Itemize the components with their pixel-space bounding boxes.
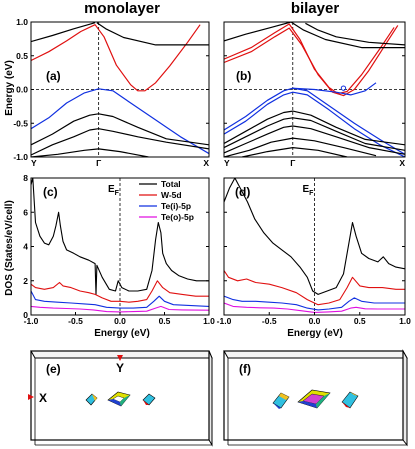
dos-line-total	[224, 178, 405, 295]
x-tick-label: 0.0	[114, 316, 126, 326]
plot-area	[224, 22, 405, 157]
band-line-10	[224, 137, 377, 157]
dos-monolayer: (c) -1.0 -0.5 0.0 0.5 1.0 0 2 4 6 8 EF TotalW-5dTe(i…	[23, 173, 215, 326]
panel-label-e: (e)	[46, 362, 61, 376]
x-tick-label: -0.5	[68, 316, 83, 326]
fermi-surface-monolayer: Y X (e)	[28, 350, 213, 447]
dos-line-te-o-5p	[31, 305, 209, 313]
band-line-8	[224, 117, 405, 151]
y-point-marker	[117, 355, 123, 361]
y-tick-label: -0.5	[13, 118, 28, 128]
band-line-6	[292, 82, 377, 96]
fermi-pocket-center	[297, 389, 331, 409]
xlabel-energy-right: Energy (eV)	[287, 328, 343, 339]
fermi-pocket-left	[272, 392, 290, 409]
band-line-1	[31, 22, 96, 43]
panel-label: (b)	[236, 69, 251, 83]
dos-line-w-5d	[224, 270, 405, 306]
y-tick-label: 1.0	[16, 17, 28, 27]
x-tick-label: 0.5	[354, 316, 366, 326]
band-line-6	[31, 148, 149, 157]
band-line-7	[224, 110, 405, 146]
band-line-3	[31, 88, 209, 155]
x-tick-label: Γ	[290, 158, 295, 168]
band-line-2	[96, 22, 209, 46]
band-line-11	[241, 147, 348, 157]
y-tick-label: 2	[23, 276, 28, 286]
fermi-pocket-center	[107, 391, 131, 407]
x-tick-label: 0.5	[159, 316, 171, 326]
fermi-crossing-marker	[340, 85, 347, 91]
dos-line-te-i-5p	[31, 290, 209, 309]
y-tick-label: 8	[23, 173, 28, 183]
y-tick-label: 0.5	[16, 51, 28, 61]
fermi-pocket-right	[341, 391, 359, 409]
panel-label: (c)	[43, 185, 58, 199]
y-tick-label: 0	[23, 310, 28, 320]
fermi-pocket-right	[142, 393, 156, 406]
dos-line-te-i-5p	[224, 295, 405, 311]
fermi-label: EF	[303, 184, 315, 197]
band-line-0	[31, 24, 201, 92]
panel-label: (d)	[235, 185, 250, 199]
xlabel-energy-left: Energy (eV)	[94, 328, 150, 339]
x-tick-label: 1.0	[203, 316, 215, 326]
y-tick-label: 0.0	[16, 85, 28, 95]
title-monolayer: monolayer	[84, 0, 160, 17]
x-tick-label: 0.0	[309, 316, 321, 326]
dos-bilayer: (d) -1.0 -0.5 0.0 0.5 1.0 EF	[217, 177, 411, 326]
band-structure-monolayer: (a) 1.0 0.5 0.0 -0.5 -1.0Y Γ X	[13, 17, 210, 168]
band-line-2	[224, 22, 405, 49]
label-y: Y	[116, 361, 124, 375]
label-x: X	[39, 391, 47, 405]
legend-label: W-5d	[161, 190, 182, 200]
ylabel-dos: DOS (States/eV/cell)	[4, 200, 15, 296]
x-tick-label: -0.5	[262, 316, 277, 326]
x-tick-label: X	[203, 158, 209, 168]
x-tick-label: -1.0	[217, 316, 232, 326]
x-tick-label: Y	[224, 158, 230, 168]
y-tick-label: 4	[23, 242, 28, 252]
dos-line-w-5d	[31, 280, 209, 303]
plot-area	[224, 178, 405, 315]
x-tick-label: X	[399, 158, 405, 168]
band-structure-bilayer: (b) Y Γ X	[223, 21, 406, 168]
x-tick-label: 1.0	[399, 316, 411, 326]
band-line-3	[305, 22, 405, 46]
y-tick-label: 6	[23, 207, 28, 217]
x-tick-label: Γ	[96, 158, 101, 168]
x-tick-label: -1.0	[24, 316, 39, 326]
plot-area	[31, 178, 209, 315]
fermi-pocket-left	[85, 393, 98, 406]
band-line-5	[31, 128, 209, 156]
panel-label: (a)	[46, 69, 61, 83]
legend-label: Total	[161, 179, 181, 189]
ylabel-energy: Energy (eV)	[4, 60, 15, 116]
fermi-surface-bilayer: (f)	[223, 349, 408, 447]
band-line-9	[224, 125, 405, 155]
legend-label: Te(o)-5p	[161, 212, 194, 222]
band-line-4	[224, 87, 405, 155]
title-bilayer: bilayer	[291, 0, 340, 17]
band-line-5	[224, 91, 405, 157]
fermi-label: EF	[108, 184, 120, 197]
x-tick-label: Y	[31, 158, 37, 168]
dos-line-total	[31, 178, 209, 295]
panel-label-f: (f)	[239, 362, 251, 376]
plot-area	[31, 22, 209, 157]
y-tick-label: -1.0	[13, 152, 28, 162]
band-line-4	[31, 113, 209, 146]
legend-label: Te(i)-5p	[161, 201, 191, 211]
x-point-marker	[28, 394, 34, 400]
band-line-1	[224, 25, 399, 97]
